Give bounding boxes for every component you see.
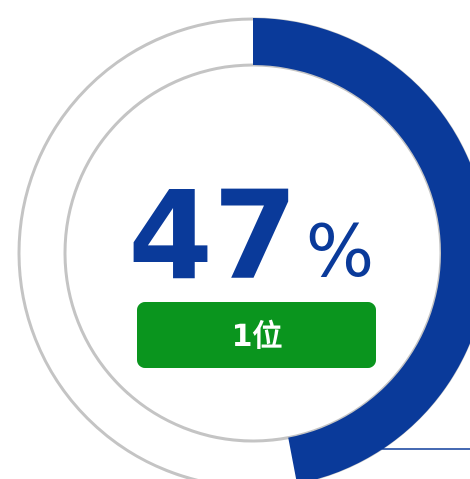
rank-label: 1位: [232, 319, 283, 354]
unit-label: %: [306, 209, 374, 293]
value-label: 47: [128, 165, 298, 307]
rank-badge: [137, 302, 376, 368]
donut-segment: [253, 18, 470, 479]
